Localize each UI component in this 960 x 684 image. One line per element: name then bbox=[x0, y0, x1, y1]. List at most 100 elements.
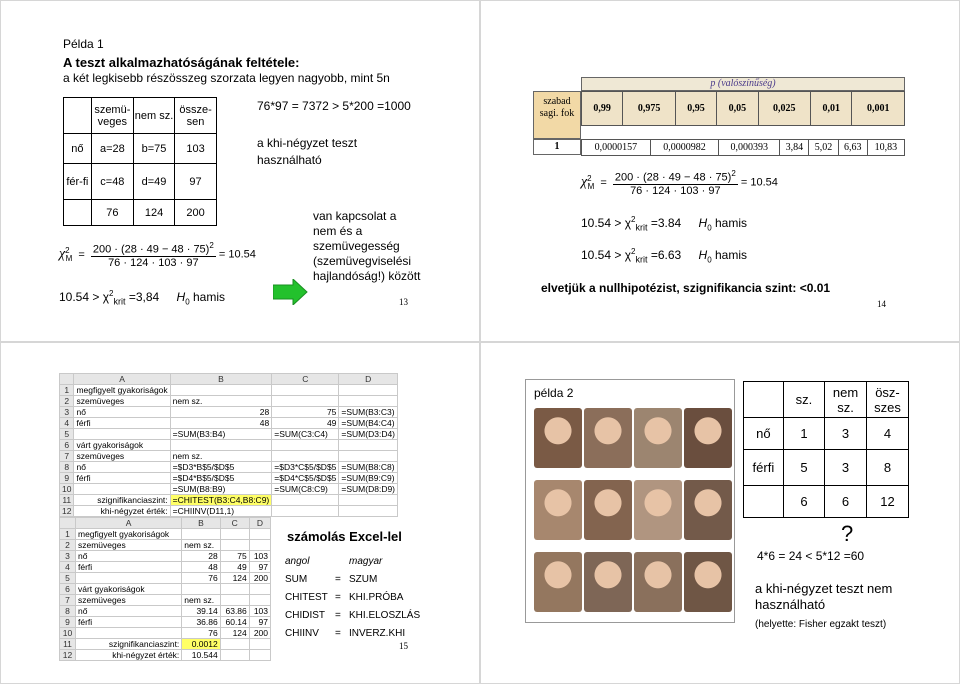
sheet-cell[interactable]: =SUM(C3:C4) bbox=[271, 428, 340, 440]
slide-title: A teszt alkalmazhatóságának feltétele: bbox=[63, 55, 300, 70]
sheet-cell[interactable]: megfigyelt gyakoriságok bbox=[73, 384, 171, 396]
sheet-cell[interactable]: 124 bbox=[219, 572, 250, 584]
sheet-cell[interactable] bbox=[73, 428, 171, 440]
sheet-cell[interactable] bbox=[169, 439, 273, 451]
sheet-cell[interactable] bbox=[271, 494, 340, 506]
sheet-cell[interactable]: 97 bbox=[248, 616, 272, 628]
sheet-cell[interactable]: =SUM(B3:B4) bbox=[169, 428, 273, 440]
sheet-cell[interactable]: 103 bbox=[248, 605, 272, 617]
sheet-cell[interactable]: szignifikanciaszint: bbox=[73, 494, 171, 506]
slide-13: Példa 1 A teszt alkalmazhatóságának felt… bbox=[0, 0, 480, 342]
sheet-cell[interactable]: =CHIINV(D11,1) bbox=[169, 505, 273, 517]
sheet-cell[interactable] bbox=[219, 583, 250, 595]
sheet-cell[interactable]: 10.544 bbox=[181, 649, 221, 661]
sheet-cell[interactable]: 49 bbox=[219, 561, 250, 573]
sheet-cell[interactable]: nő bbox=[73, 406, 171, 418]
sheet-cell[interactable]: =SUM(B3:C3) bbox=[338, 406, 399, 418]
sheet-cell[interactable] bbox=[181, 528, 221, 540]
sheet-cell[interactable]: =SUM(D8:D9) bbox=[338, 483, 399, 495]
sheet-cell[interactable]: 36.86 bbox=[181, 616, 221, 628]
sheet-cell[interactable]: nő bbox=[74, 605, 183, 617]
sheet-cell[interactable] bbox=[181, 583, 221, 595]
sheet-cell[interactable]: 49 bbox=[271, 417, 340, 429]
sheet-cell[interactable] bbox=[219, 649, 250, 661]
sheet-cell[interactable]: 48 bbox=[181, 561, 221, 573]
sheet-cell[interactable]: =SUM(C8:C9) bbox=[271, 483, 340, 495]
sheet-cell[interactable]: 200 bbox=[248, 627, 272, 639]
sheet-cell[interactable]: szemüveges bbox=[73, 395, 171, 407]
sheet-cell[interactable]: =$D3*C$5/$D$5 bbox=[271, 461, 340, 473]
sheet-cell[interactable]: férfi bbox=[73, 472, 171, 484]
sheet-cell[interactable]: 39.14 bbox=[181, 605, 221, 617]
sheet-cell[interactable] bbox=[271, 439, 340, 451]
sheet-cell[interactable] bbox=[248, 528, 272, 540]
sheet-cell[interactable] bbox=[338, 450, 399, 462]
sheet-cell[interactable] bbox=[248, 539, 272, 551]
sheet-cell[interactable]: megfigyelt gyakoriságok bbox=[74, 528, 183, 540]
person-photo bbox=[534, 408, 582, 468]
sheet-cell[interactable]: szemüveges bbox=[73, 450, 171, 462]
sheet-cell[interactable] bbox=[219, 638, 250, 650]
sheet-cell[interactable]: =SUM(B8:B9) bbox=[169, 483, 273, 495]
sheet-cell[interactable] bbox=[271, 450, 340, 462]
sheet-cell[interactable]: 76 bbox=[181, 572, 221, 584]
sheet-cell[interactable]: 76 bbox=[181, 627, 221, 639]
sheet-cell[interactable]: 75 bbox=[271, 406, 340, 418]
sheet-cell[interactable]: =SUM(B8:C8) bbox=[338, 461, 399, 473]
sheet-cell[interactable]: =$D3*B$5/$D$5 bbox=[169, 461, 273, 473]
sheet-cell[interactable]: 0.0012 bbox=[181, 638, 221, 650]
sheet-cell[interactable] bbox=[219, 594, 250, 606]
sheet-cell[interactable]: 103 bbox=[248, 550, 272, 562]
sheet-cell[interactable] bbox=[248, 583, 272, 595]
sheet-cell[interactable]: 124 bbox=[219, 627, 250, 639]
sheet-cell[interactable]: 200 bbox=[248, 572, 272, 584]
sheet-cell[interactable] bbox=[338, 494, 399, 506]
sheet-cell[interactable]: =CHITEST(B3:C4,B8:C9) bbox=[169, 494, 273, 506]
sheet-cell[interactable]: nem sz. bbox=[169, 450, 273, 462]
sheet-cell[interactable] bbox=[219, 539, 250, 551]
sheet-cell[interactable]: 63.86 bbox=[219, 605, 250, 617]
sheet-cell[interactable] bbox=[271, 505, 340, 517]
row-number: 8 bbox=[59, 605, 76, 617]
sheet-cell[interactable]: nő bbox=[73, 461, 171, 473]
sheet-cell[interactable]: =$D4*C$5/$D$5 bbox=[271, 472, 340, 484]
sheet-cell[interactable]: szignifikanciaszint: bbox=[74, 638, 183, 650]
sheet-cell[interactable] bbox=[219, 528, 250, 540]
sheet-cell[interactable] bbox=[338, 395, 399, 407]
sheet-cell[interactable]: nem sz. bbox=[169, 395, 273, 407]
sheet-cell[interactable]: 60.14 bbox=[219, 616, 250, 628]
sheet-cell[interactable] bbox=[338, 384, 399, 396]
sheet-cell[interactable]: khi-négyzet érték: bbox=[74, 649, 183, 661]
sheet-cell[interactable]: várt gyakoriságok bbox=[73, 439, 171, 451]
sheet-cell[interactable] bbox=[248, 594, 272, 606]
sheet-cell[interactable]: szemüveges bbox=[74, 594, 183, 606]
sheet-cell[interactable]: 28 bbox=[169, 406, 273, 418]
sheet-cell[interactable] bbox=[271, 395, 340, 407]
sheet-cell[interactable] bbox=[338, 505, 399, 517]
sheet-cell[interactable] bbox=[271, 384, 340, 396]
sheet-cell[interactable]: =SUM(B4:C4) bbox=[338, 417, 399, 429]
sheet-cell[interactable] bbox=[73, 483, 171, 495]
sheet-cell[interactable]: khi-négyzet érték: bbox=[73, 505, 171, 517]
sheet-cell[interactable]: férfi bbox=[74, 616, 183, 628]
sheet-cell[interactable]: várt gyakoriságok bbox=[74, 583, 183, 595]
sheet-cell[interactable]: nem sz. bbox=[181, 594, 221, 606]
sheet-cell[interactable]: 28 bbox=[181, 550, 221, 562]
sheet-cell[interactable] bbox=[74, 627, 183, 639]
sheet-cell[interactable]: =SUM(D3:D4) bbox=[338, 428, 399, 440]
sheet-cell[interactable]: 75 bbox=[219, 550, 250, 562]
sheet-cell[interactable] bbox=[338, 439, 399, 451]
sheet-cell[interactable]: férfi bbox=[74, 561, 183, 573]
sheet-cell[interactable] bbox=[74, 572, 183, 584]
sheet-cell[interactable] bbox=[248, 649, 272, 661]
sheet-cell[interactable]: nem sz. bbox=[181, 539, 221, 551]
sheet-cell[interactable]: nő bbox=[74, 550, 183, 562]
sheet-cell[interactable]: 97 bbox=[248, 561, 272, 573]
sheet-cell[interactable]: 48 bbox=[169, 417, 273, 429]
sheet-cell[interactable] bbox=[169, 384, 273, 396]
sheet-cell[interactable]: =$D4*B$5/$D$5 bbox=[169, 472, 273, 484]
sheet-cell[interactable]: szemüveges bbox=[74, 539, 183, 551]
sheet-cell[interactable]: férfi bbox=[73, 417, 171, 429]
sheet-cell[interactable]: =SUM(B9:C9) bbox=[338, 472, 399, 484]
sheet-cell[interactable] bbox=[248, 638, 272, 650]
